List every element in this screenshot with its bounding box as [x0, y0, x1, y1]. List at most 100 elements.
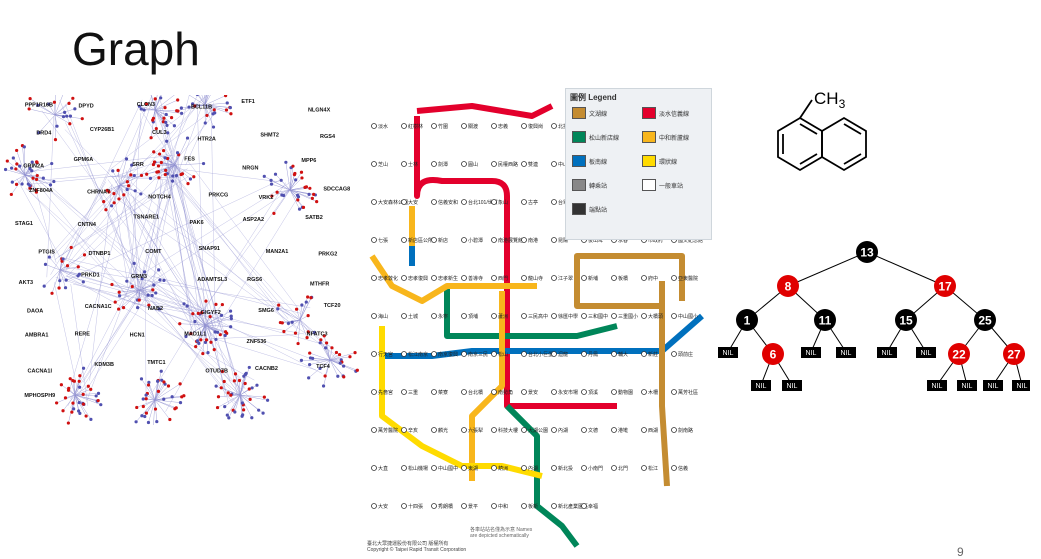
network-node [279, 178, 283, 182]
network-node [189, 331, 193, 336]
network-node [57, 286, 61, 290]
metro-station-label: 松山 [498, 351, 508, 358]
network-node [178, 322, 182, 326]
metro-station-dot [461, 237, 467, 243]
metro-station-label: 頭前庄 [678, 351, 693, 358]
metro-station-label: 先嗇宮 [378, 389, 393, 396]
network-node [139, 173, 144, 178]
network-node [312, 330, 317, 334]
network-node [309, 296, 313, 300]
metro-station-label: 西湖 [648, 427, 658, 434]
metro-station-dot [671, 351, 677, 357]
tree-node-circle [934, 275, 956, 297]
network-node [216, 395, 221, 399]
gene-label: CYP26B1 [90, 127, 114, 133]
gene-label: SMG6 [258, 308, 274, 314]
metro-station-dot [401, 351, 407, 357]
network-node [96, 391, 101, 395]
nil-leaf [836, 347, 856, 358]
metro-station-dot [431, 427, 437, 433]
network-node [165, 123, 169, 127]
network-node [178, 401, 183, 405]
metro-station-label: 板橋 [618, 275, 628, 282]
metro-station-label: 新埔 [588, 275, 598, 282]
metro-station-dot [641, 275, 647, 281]
network-node [304, 300, 308, 304]
legend-label: 環狀線 [659, 159, 678, 166]
legend-swatch [572, 131, 586, 143]
network-node [241, 413, 245, 417]
metro-station-label: 葫洲 [498, 465, 508, 472]
gene-label: DRD4 [36, 130, 52, 136]
metro-station-label: 七張 [378, 237, 388, 244]
network-node [295, 193, 300, 198]
network-node [282, 329, 286, 334]
network-node [144, 397, 148, 401]
metro-station-dot [641, 313, 647, 319]
network-node [124, 157, 129, 161]
network-node [291, 164, 295, 168]
network-node [218, 333, 222, 337]
network-node [164, 168, 168, 172]
metro-station-dot [671, 313, 677, 319]
metro-station-dot [611, 427, 617, 433]
metro-station-label: 文德 [588, 427, 598, 434]
gene-label: NAB2 [148, 306, 163, 312]
network-node [154, 291, 158, 295]
network-node [294, 178, 298, 182]
metro-station-label: 蘆洲 [498, 313, 508, 320]
network-node [355, 368, 359, 372]
metro-station-label: 台北小巨蛋 [528, 351, 553, 358]
metro-station-dot [671, 389, 677, 395]
network-node [209, 340, 213, 344]
metro-station-dot [521, 313, 527, 319]
metro-station-label: 永春 [618, 237, 628, 244]
network-node [65, 264, 70, 268]
network-node [322, 334, 326, 338]
network-node [43, 262, 48, 267]
metro-station-dot [371, 275, 377, 281]
network-node [55, 124, 59, 128]
network-node [78, 374, 82, 378]
tree-node-label: 6 [770, 348, 777, 362]
network-node [139, 192, 143, 196]
metro-station-label: 大湖公園 [528, 427, 548, 434]
network-node [89, 387, 93, 391]
metro-station-label: 南勢角 [498, 389, 513, 396]
metro-station-label: 小南門 [588, 465, 603, 472]
metro-station-dot [371, 123, 377, 129]
network-node [70, 410, 74, 414]
metro-station-label: 內湖 [528, 465, 538, 472]
network-node [157, 268, 161, 272]
metro-station-label: 三重國小 [618, 313, 638, 320]
network-node [223, 330, 228, 334]
legend-label: 轉乘站 [589, 183, 608, 190]
tree-node-label: 8 [785, 280, 792, 294]
network-node [112, 201, 116, 205]
metro-station-label: 大安 [408, 199, 418, 206]
network-node [306, 295, 310, 299]
metro-station-dot [401, 313, 407, 319]
metro-station-label: 科技大樓 [498, 427, 518, 434]
metro-station-dot [371, 389, 377, 395]
network-node [175, 151, 180, 155]
metro-station-dot [431, 351, 437, 357]
metro-station-label: 後山埤 [588, 237, 603, 244]
tree-node-22: 22 [948, 343, 970, 365]
metro-station-dot [431, 465, 437, 471]
legend-label: 板南線 [589, 159, 608, 166]
nil-leaf [916, 347, 936, 358]
network-node [215, 330, 220, 334]
metro-station-label: 松山機場 [408, 465, 428, 472]
gene-label: TMTC1 [147, 360, 165, 366]
metro-station-label: 永寧 [438, 313, 448, 320]
gene-label: NOTCH4 [148, 195, 172, 201]
network-node [158, 278, 162, 282]
network-node [5, 159, 9, 163]
network-node [213, 330, 217, 334]
network-node [182, 302, 186, 306]
network-node [71, 378, 75, 383]
network-node [342, 364, 346, 368]
metro-station-label: 市政府 [648, 237, 663, 244]
metro-legend-item: 環狀線 [642, 155, 677, 167]
